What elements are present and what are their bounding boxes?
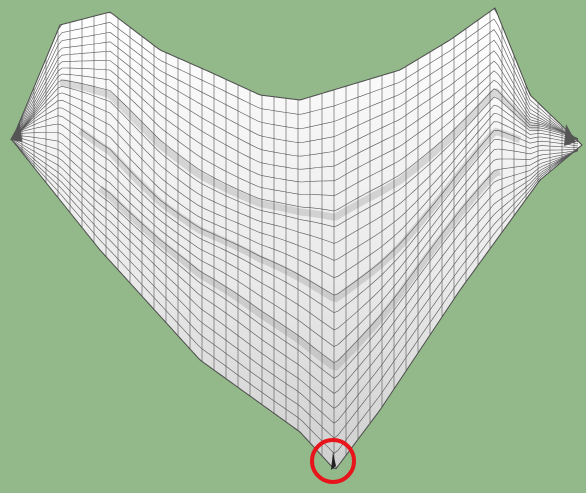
terrain-view: ) (0, 0, 586, 493)
terrain-mesh (10, 8, 582, 469)
page: {"panel_label": ")"} ) (() => { const da… (0, 0, 586, 493)
terrain-surface (12, 8, 582, 469)
edge-shadow (10, 122, 22, 142)
